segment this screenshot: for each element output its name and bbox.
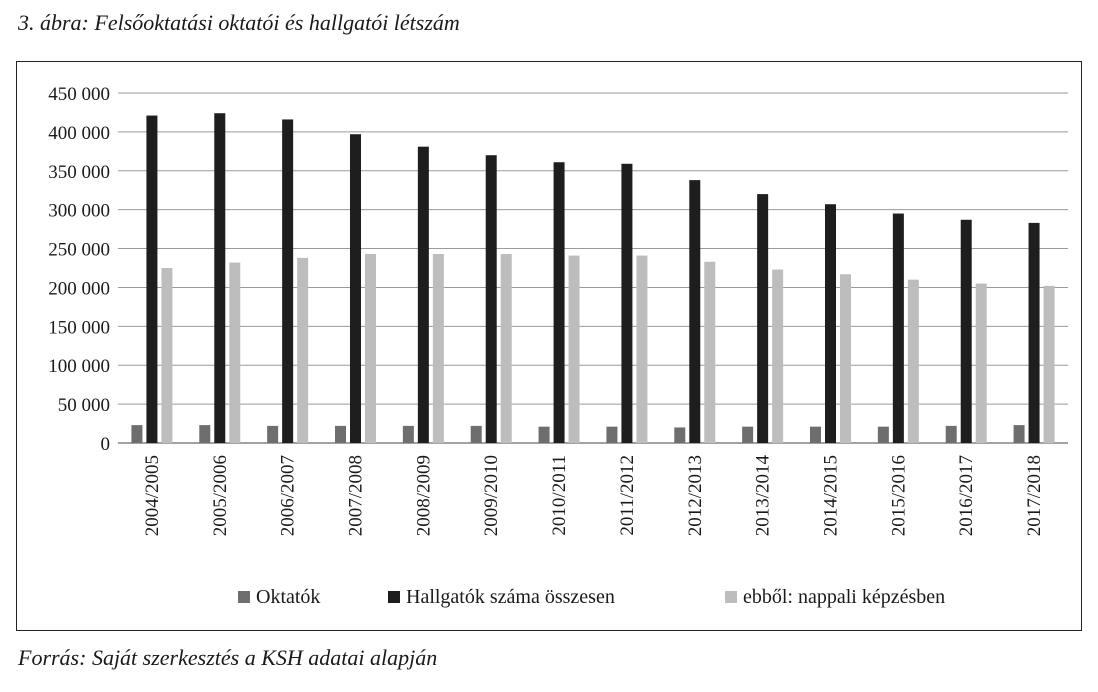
bar <box>568 255 580 443</box>
bar <box>825 204 836 443</box>
bar <box>335 425 346 443</box>
x-tick-label: 2007/2008 <box>346 455 367 536</box>
bar <box>350 134 361 443</box>
bar <box>757 194 769 443</box>
bar <box>417 146 429 443</box>
bar <box>606 426 618 443</box>
x-tick-label: 2016/2017 <box>956 455 977 536</box>
legend-label: ebből: nappali képzésben <box>743 586 945 608</box>
bar <box>161 268 173 443</box>
bar <box>538 426 550 443</box>
bar <box>402 425 414 443</box>
bar <box>553 162 565 443</box>
bar <box>742 426 754 443</box>
bar <box>470 425 482 443</box>
x-tick-label: 2006/2007 <box>278 455 299 536</box>
x-tick-label: 2005/2006 <box>210 455 231 536</box>
y-tick-label: 100 000 <box>48 356 110 377</box>
legend-swatch <box>725 591 737 603</box>
legend-swatch <box>238 591 250 603</box>
bar <box>229 262 241 443</box>
bar <box>1013 425 1025 443</box>
legend-swatch <box>388 591 400 603</box>
legend-label: Oktatók <box>256 586 320 608</box>
bar <box>146 115 158 444</box>
bar <box>945 425 957 443</box>
bar <box>131 425 143 443</box>
bar <box>960 219 972 443</box>
bar <box>810 426 821 443</box>
bar <box>365 254 376 443</box>
bar <box>704 261 716 443</box>
bar <box>500 254 512 443</box>
x-tick-label: 2012/2013 <box>685 455 706 536</box>
bar <box>297 257 309 443</box>
bar <box>199 425 211 443</box>
bar <box>1043 285 1055 443</box>
bar <box>214 113 226 443</box>
bar <box>1028 222 1040 443</box>
bar <box>674 427 686 443</box>
bar <box>689 180 701 443</box>
x-tick-label: 2017/2018 <box>1024 455 1045 536</box>
y-tick-label: 150 000 <box>48 317 110 338</box>
x-tick-label: 2015/2016 <box>888 455 909 536</box>
x-tick-label: 2013/2014 <box>753 455 774 537</box>
bar <box>772 269 784 443</box>
chart-frame <box>16 61 1082 631</box>
y-tick-label: 0 <box>101 434 111 455</box>
bar <box>892 213 904 443</box>
legend-label: Hallgatók száma összesen <box>406 586 615 608</box>
y-tick-label: 350 000 <box>48 162 110 183</box>
x-tick-label: 2014/2015 <box>821 455 842 536</box>
figure-caption: 3. ábra: Felsőoktatási oktatói és hallga… <box>18 10 460 35</box>
bar <box>975 283 987 443</box>
y-tick-label: 250 000 <box>48 240 110 261</box>
y-tick-label: 300 000 <box>48 201 110 222</box>
y-tick-label: 400 000 <box>48 123 110 144</box>
source-note: Forrás: Saját szerkesztés a KSH adatai a… <box>18 645 438 670</box>
y-tick-label: 200 000 <box>48 278 110 299</box>
bar <box>907 279 919 443</box>
bar <box>840 274 851 443</box>
bar <box>282 119 294 443</box>
bar <box>432 254 444 443</box>
bar <box>267 425 279 443</box>
x-tick-label: 2009/2010 <box>481 455 502 536</box>
x-tick-label: 2004/2005 <box>142 455 163 536</box>
x-tick-label: 2008/2009 <box>413 455 434 536</box>
bar <box>877 426 889 443</box>
bar <box>485 155 497 443</box>
bar <box>621 163 633 443</box>
x-tick-label: 2011/2012 <box>617 455 638 536</box>
y-tick-label: 50 000 <box>58 395 110 416</box>
x-tick-label: 2010/2011 <box>549 455 570 536</box>
y-tick-label: 450 000 <box>48 84 110 105</box>
bar <box>636 255 648 443</box>
